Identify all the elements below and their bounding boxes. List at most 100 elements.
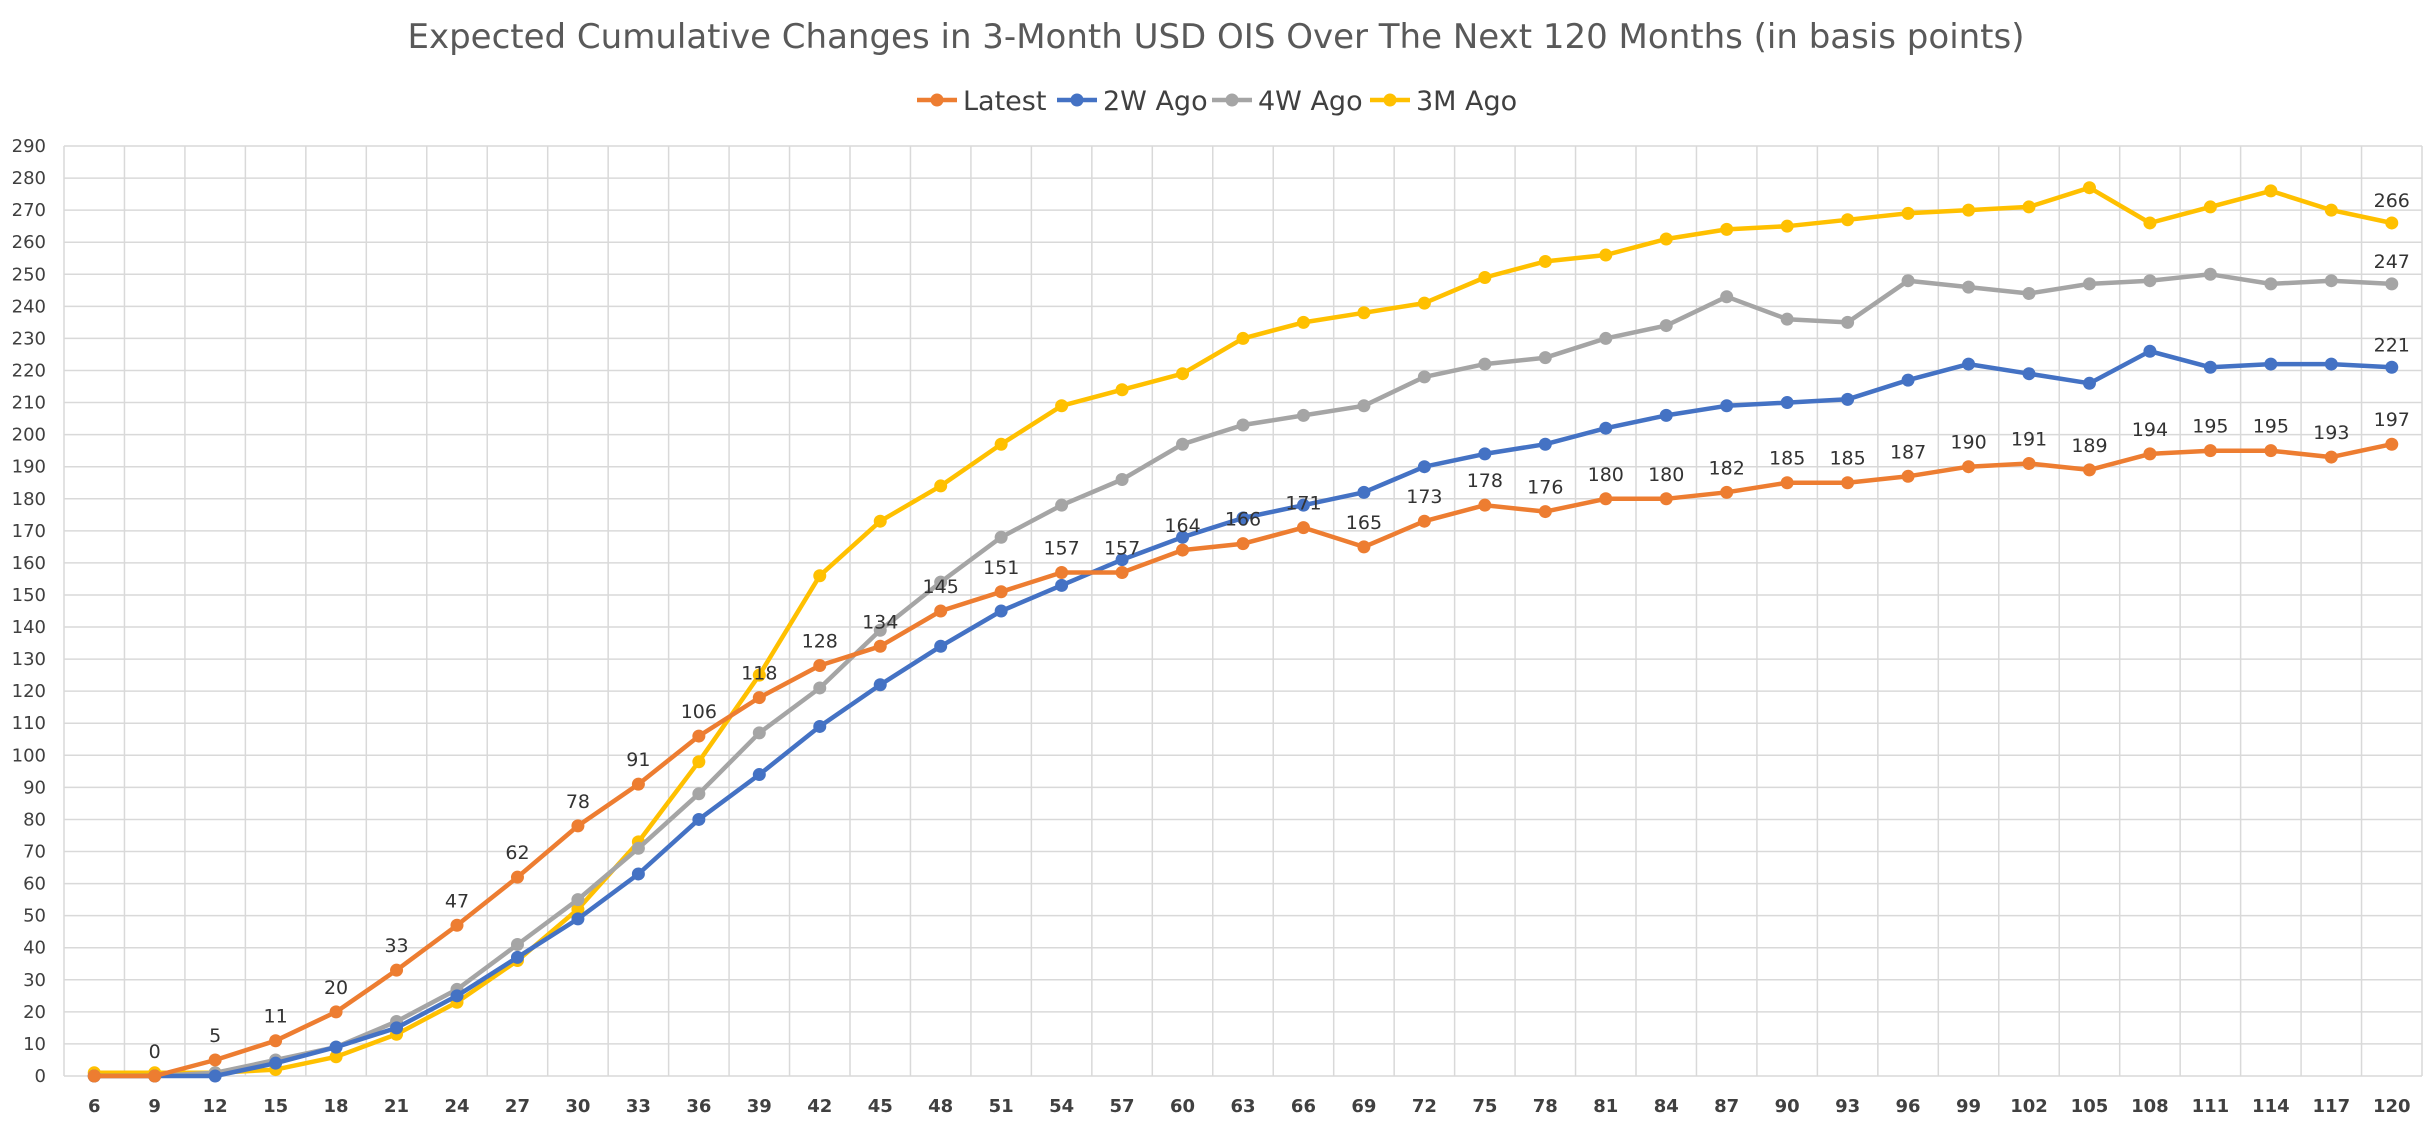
data-point	[1357, 540, 1371, 554]
legend: Latest 2W Ago 4W Ago 3M Ago	[917, 86, 1517, 117]
data-point	[1176, 530, 1190, 544]
end-label: 266	[2374, 190, 2410, 212]
x-tick-label: 111	[2192, 1096, 2230, 1117]
y-tick-label: 260	[12, 232, 46, 253]
data-point	[571, 819, 585, 833]
data-point	[1478, 447, 1492, 461]
y-tick-label: 90	[23, 777, 46, 798]
data-point	[1055, 498, 1069, 512]
x-tick-label: 33	[626, 1096, 651, 1117]
legend-swatch-marker	[1383, 93, 1397, 107]
data-point	[692, 812, 706, 826]
data-point	[2022, 287, 2036, 301]
series-line	[91, 348, 2395, 1079]
y-tick-label: 270	[12, 200, 46, 221]
y-tick-label: 80	[23, 809, 46, 830]
data-point	[1901, 373, 1915, 387]
data-label: 5	[209, 1025, 221, 1047]
data-label: 78	[566, 791, 590, 813]
data-point	[1357, 306, 1371, 320]
data-label: 182	[1709, 457, 1745, 479]
data-label: 33	[384, 935, 408, 957]
data-point	[934, 604, 948, 618]
data-point	[1720, 222, 1734, 236]
data-label: 106	[681, 701, 717, 723]
data-point	[1176, 367, 1190, 381]
data-point	[2143, 344, 2157, 358]
x-tick-label: 78	[1533, 1096, 1558, 1117]
data-point	[1055, 578, 1069, 592]
data-point	[2143, 447, 2157, 461]
series-latest	[87, 437, 2399, 1083]
legend-item: Latest	[917, 86, 1046, 117]
y-tick-label: 290	[12, 136, 46, 157]
data-point	[510, 938, 524, 952]
data-point	[1780, 219, 1794, 233]
x-tick-label: 60	[1170, 1096, 1195, 1117]
data-point	[1962, 203, 1976, 217]
data-label: 195	[2253, 416, 2289, 438]
data-point	[1176, 543, 1190, 557]
y-tick-label: 160	[12, 553, 46, 574]
series-4w-ago	[87, 267, 2399, 1083]
data-point	[873, 623, 887, 637]
data-point	[692, 787, 706, 801]
x-tick-label: 75	[1472, 1096, 1497, 1117]
x-tick-label: 12	[203, 1096, 228, 1117]
x-tick-label: 45	[868, 1096, 893, 1117]
x-tick-label: 102	[2010, 1096, 2048, 1117]
data-label: 91	[626, 749, 650, 771]
data-point	[1417, 460, 1431, 474]
data-point	[1417, 514, 1431, 528]
data-label: 157	[1043, 538, 1079, 560]
data-point	[1357, 399, 1371, 413]
data-point	[1720, 485, 1734, 499]
y-tick-label: 280	[12, 168, 46, 189]
y-tick-label: 60	[23, 874, 46, 895]
data-label: 134	[862, 611, 898, 633]
y-tick-label: 50	[23, 906, 46, 927]
x-tick-label: 42	[807, 1096, 832, 1117]
y-tick-label: 140	[12, 617, 46, 638]
data-labels: 0 5 11 20 33 47 62 78 91 106 118 128 134 145 151 157 157…	[149, 190, 2410, 1063]
data-point	[813, 569, 827, 583]
data-point	[934, 639, 948, 653]
data-point	[450, 989, 464, 1003]
data-point	[631, 841, 645, 855]
x-tick-label: 24	[444, 1096, 469, 1117]
grid	[63, 145, 2423, 1077]
x-tick-label: 105	[2071, 1096, 2109, 1117]
data-point	[208, 1069, 222, 1083]
data-point	[329, 1005, 343, 1019]
data-point	[994, 585, 1008, 599]
data-point	[1841, 315, 1855, 329]
data-point	[1599, 248, 1613, 262]
data-point	[329, 1040, 343, 1054]
data-label: 157	[1104, 538, 1140, 560]
data-label: 176	[1527, 477, 1563, 499]
data-point	[2082, 376, 2096, 390]
data-point	[2385, 216, 2399, 230]
data-point	[2324, 203, 2338, 217]
x-tick-label: 93	[1835, 1096, 1860, 1117]
x-tick-label: 48	[928, 1096, 953, 1117]
data-point	[510, 870, 524, 884]
data-point	[1659, 492, 1673, 506]
x-tick-label: 30	[565, 1096, 590, 1117]
data-point	[1538, 505, 1552, 519]
data-point	[873, 678, 887, 692]
data-point	[994, 437, 1008, 451]
data-point	[752, 726, 766, 740]
data-point	[1296, 315, 1310, 329]
y-tick-label: 220	[12, 360, 46, 381]
data-point	[390, 963, 404, 977]
data-point	[1538, 437, 1552, 451]
data-point	[329, 1050, 343, 1064]
data-point	[1659, 232, 1673, 246]
x-tick-label: 18	[324, 1096, 349, 1117]
x-tick-label: 36	[686, 1096, 711, 1117]
data-point	[1720, 399, 1734, 413]
y-tick-label: 30	[23, 970, 46, 991]
x-tick-label: 96	[1896, 1096, 1921, 1117]
data-point	[1478, 357, 1492, 371]
